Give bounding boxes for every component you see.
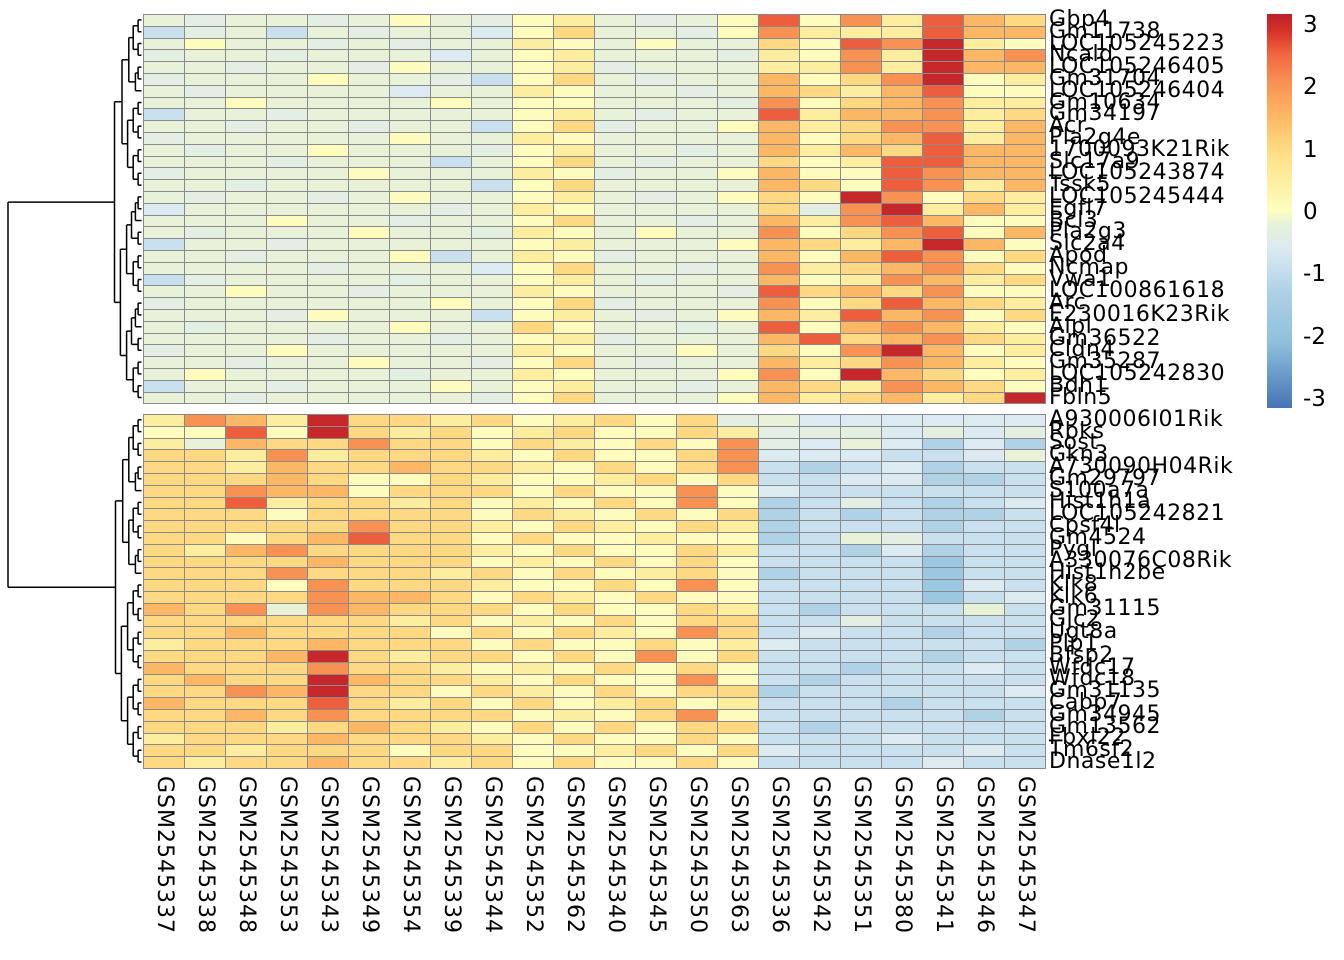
legend-tick-label: 1 [1303, 137, 1318, 163]
heatmap-cell [348, 392, 390, 404]
col-label: GSM2545336 [766, 776, 792, 934]
heatmap-cell [389, 756, 431, 769]
heatmap-cell [676, 392, 718, 404]
heatmap-cell [430, 392, 472, 404]
heatmap-cell [307, 392, 349, 404]
col-label: GSM2545349 [356, 776, 382, 934]
heatmap-cell [676, 756, 718, 769]
heatmap-cell [922, 756, 964, 769]
heatmap-cell [963, 756, 1005, 769]
col-label: GSM2545341 [930, 776, 956, 934]
legend-tick-label: 0 [1303, 199, 1318, 225]
col-label: GSM2545343 [315, 776, 341, 934]
col-label: GSM2545380 [889, 776, 915, 934]
heatmap-cell [553, 392, 595, 404]
col-label: GSM2545350 [684, 776, 710, 934]
col-label: GSM2545344 [479, 776, 505, 934]
legend-tick-label: -2 [1303, 324, 1326, 350]
heatmap-cell [635, 756, 677, 769]
heatmap-cell [348, 756, 390, 769]
heatmap-cell [594, 756, 636, 769]
heatmap-cell [471, 756, 513, 769]
col-label: GSM2545342 [807, 776, 833, 934]
col-label: GSM2545345 [643, 776, 669, 934]
col-label: GSM2545347 [1012, 776, 1038, 934]
heatmap-cell [717, 756, 759, 769]
heatmap-cell [471, 392, 513, 404]
legend-tick-label: -3 [1303, 386, 1326, 412]
heatmap-cell [266, 392, 308, 404]
row-label: Dnase1l2 [1049, 749, 1157, 774]
heatmap-cell [307, 756, 349, 769]
heatmap-cell [512, 756, 554, 769]
heatmap-cell [184, 756, 226, 769]
heatmap-cell [799, 756, 841, 769]
col-label: GSM2545353 [274, 776, 300, 934]
heatmap-cell [758, 392, 800, 404]
legend-tick-label: -1 [1303, 261, 1326, 287]
col-label: GSM2545337 [151, 776, 177, 934]
col-label: GSM2545363 [725, 776, 751, 934]
col-label: GSM2545352 [520, 776, 546, 934]
row-dendrogram [7, 19, 142, 763]
heatmap-cell [266, 756, 308, 769]
heatmap-cell [922, 392, 964, 404]
heatmap-cell [389, 392, 431, 404]
row-label: Fbln5 [1049, 384, 1113, 410]
heatmap-cell [143, 756, 185, 769]
heatmap-cell [799, 392, 841, 404]
col-label: GSM2545339 [438, 776, 464, 934]
legend-tick-label: 2 [1303, 74, 1318, 100]
heatmap-cell [881, 392, 923, 404]
colorbar-gradient [1267, 14, 1292, 408]
heatmap-cell [225, 756, 267, 769]
heatmap-cell [184, 392, 226, 404]
heatmap-cell [1004, 392, 1046, 404]
heatmap-cell [594, 392, 636, 404]
heatmap-cell [881, 756, 923, 769]
heatmap-cell [553, 756, 595, 769]
col-label: GSM2545346 [971, 776, 997, 934]
col-label: GSM2545340 [602, 776, 628, 934]
col-label: GSM2545354 [397, 776, 423, 934]
heatmap-cell [635, 392, 677, 404]
col-label: GSM2545348 [233, 776, 259, 934]
heatmap-cell [840, 756, 882, 769]
col-label: GSM2545351 [848, 776, 874, 934]
legend-tick-label: 3 [1303, 12, 1318, 38]
heatmap-cell [840, 392, 882, 404]
col-label: GSM2545338 [192, 776, 218, 934]
heatmap-cell [717, 392, 759, 404]
heatmap-cell [963, 392, 1005, 404]
col-label: GSM2545362 [561, 776, 587, 934]
heatmap-cell [758, 756, 800, 769]
heatmap-cell [512, 392, 554, 404]
heatmap-cell [225, 392, 267, 404]
heatmap-cell [430, 756, 472, 769]
heatmap-cell [1004, 756, 1046, 769]
heatmap-cell [143, 392, 185, 404]
